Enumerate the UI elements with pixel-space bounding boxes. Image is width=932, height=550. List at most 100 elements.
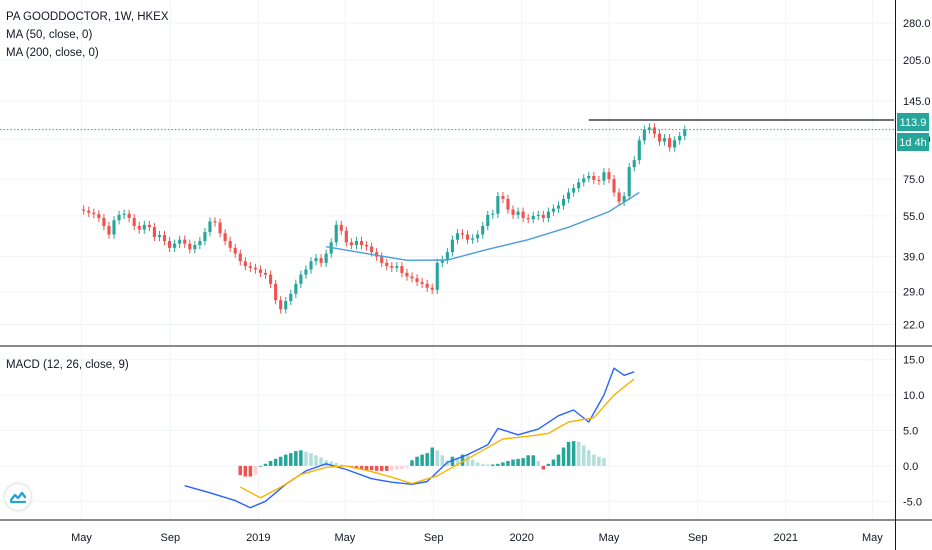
candle-body[interactable] — [476, 234, 480, 239]
candle-body[interactable] — [162, 235, 167, 241]
candlestick-series[interactable] — [82, 123, 687, 314]
candle-body[interactable] — [567, 192, 571, 199]
candle-body[interactable] — [309, 261, 313, 270]
macd-histogram-bar[interactable] — [526, 455, 530, 466]
macd-histogram-bar[interactable] — [263, 463, 268, 466]
macd-histogram-bar[interactable] — [450, 456, 455, 466]
macd-histogram-bar[interactable] — [485, 464, 490, 466]
candle-body[interactable] — [127, 213, 131, 219]
candle-body[interactable] — [324, 253, 328, 263]
candle-body[interactable] — [471, 238, 475, 240]
candle-body[interactable] — [319, 258, 323, 263]
macd-histogram-bar[interactable] — [384, 465, 389, 471]
candle-body[interactable] — [521, 211, 525, 219]
candle-body[interactable] — [440, 259, 444, 263]
macd-histogram-bar[interactable] — [435, 450, 440, 466]
candle-body[interactable] — [218, 222, 222, 234]
candle-body[interactable] — [455, 233, 460, 240]
candle-body[interactable] — [339, 224, 343, 231]
candle-body[interactable] — [551, 208, 555, 212]
macd-histogram-bar[interactable] — [309, 453, 313, 466]
macd-histogram-bar[interactable] — [334, 463, 339, 466]
candle-body[interactable] — [400, 266, 404, 273]
macd-histogram-bar[interactable] — [420, 454, 424, 466]
candle-body[interactable] — [137, 225, 141, 230]
macd-histogram-bar[interactable] — [390, 465, 394, 471]
macd-histogram[interactable] — [238, 441, 606, 477]
candle-body[interactable] — [460, 233, 465, 235]
macd-pane[interactable] — [184, 367, 635, 509]
candle-body[interactable] — [370, 246, 374, 253]
candle-body[interactable] — [223, 233, 227, 241]
macd-histogram-bar[interactable] — [324, 460, 328, 466]
candle-body[interactable] — [304, 269, 308, 275]
candle-body[interactable] — [546, 211, 550, 219]
macd-histogram-bar[interactable] — [480, 463, 485, 466]
candle-body[interactable] — [405, 272, 409, 277]
macd-histogram-bar[interactable] — [329, 461, 333, 466]
candle-body[interactable] — [617, 192, 621, 202]
candle-body[interactable] — [486, 214, 490, 226]
candle-body[interactable] — [410, 276, 414, 279]
candle-body[interactable] — [299, 274, 303, 284]
candle-body[interactable] — [228, 240, 232, 248]
candle-body[interactable] — [430, 287, 434, 290]
candle-body[interactable] — [385, 262, 389, 267]
candle-body[interactable] — [294, 283, 298, 294]
candle-body[interactable] — [152, 227, 156, 238]
candle-body[interactable] — [607, 172, 611, 180]
macd-histogram-bar[interactable] — [556, 454, 561, 466]
candle-body[interactable] — [662, 138, 667, 142]
macd-histogram-bar[interactable] — [440, 455, 445, 466]
macd-histogram-bar[interactable] — [511, 459, 515, 466]
macd-histogram-bar[interactable] — [294, 451, 298, 466]
macd-histogram-bar[interactable] — [551, 459, 556, 466]
candle-body[interactable] — [491, 213, 495, 215]
candle-body[interactable] — [354, 240, 359, 246]
candle-body[interactable] — [132, 218, 136, 226]
candle-body[interactable] — [87, 210, 91, 213]
candle-body[interactable] — [450, 239, 454, 253]
macd-histogram-bar[interactable] — [374, 465, 379, 471]
candle-body[interactable] — [602, 172, 606, 181]
candle-body[interactable] — [577, 182, 581, 189]
candle-body[interactable] — [188, 243, 192, 250]
candle-body[interactable] — [213, 221, 217, 223]
candle-body[interactable] — [178, 239, 182, 244]
candle-body[interactable] — [238, 253, 242, 262]
candle-body[interactable] — [627, 167, 631, 197]
candle-body[interactable] — [198, 240, 202, 246]
macd-histogram-bar[interactable] — [602, 458, 606, 466]
macd-histogram-bar[interactable] — [501, 462, 505, 466]
macd-histogram-bar[interactable] — [516, 458, 520, 466]
candle-body[interactable] — [435, 262, 439, 290]
candle-body[interactable] — [243, 261, 247, 267]
candle-body[interactable] — [420, 281, 424, 284]
macd-histogram-bar[interactable] — [248, 465, 253, 477]
macd-histogram-bar[interactable] — [354, 465, 359, 469]
candle-body[interactable] — [501, 196, 505, 199]
macd-histogram-bar[interactable] — [359, 465, 364, 470]
candle-body[interactable] — [208, 221, 212, 233]
macd-histogram-bar[interactable] — [339, 464, 344, 466]
candle-body[interactable] — [465, 234, 470, 240]
ma50-line[interactable] — [325, 191, 640, 262]
candle-body[interactable] — [678, 135, 682, 141]
macd-histogram-bar[interactable] — [460, 454, 465, 466]
macd-histogram-bar[interactable] — [410, 460, 414, 466]
candle-body[interactable] — [344, 230, 348, 243]
candle-body[interactable] — [668, 138, 672, 148]
candle-body[interactable] — [375, 252, 379, 257]
candle-body[interactable] — [531, 215, 535, 220]
candle-body[interactable] — [253, 267, 257, 270]
macd-legend[interactable]: MACD (12, 26, close, 9) — [6, 359, 129, 371]
macd-histogram-bar[interactable] — [531, 455, 535, 466]
macd-histogram-bar[interactable] — [319, 457, 323, 466]
candle-body[interactable] — [380, 256, 384, 263]
candle-body[interactable] — [683, 129, 687, 136]
candle-body[interactable] — [117, 214, 121, 221]
candle-body[interactable] — [263, 272, 268, 275]
candle-body[interactable] — [516, 211, 520, 215]
candle-body[interactable] — [173, 243, 177, 248]
candle-body[interactable] — [167, 240, 172, 248]
